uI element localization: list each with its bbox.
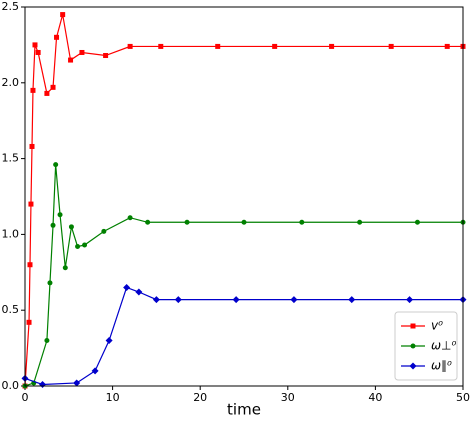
x-tick-label: 10	[106, 391, 120, 404]
marker	[127, 215, 133, 221]
legend-marker	[410, 323, 416, 329]
marker	[299, 219, 305, 225]
marker	[79, 49, 85, 55]
marker	[272, 43, 278, 49]
x-tick-label: 0	[22, 391, 29, 404]
marker	[348, 296, 356, 304]
marker	[73, 379, 81, 387]
x-tick-label: 50	[456, 391, 470, 404]
marker	[68, 57, 74, 63]
legend-label: v⁰	[431, 319, 443, 333]
marker	[241, 219, 247, 225]
y-tick-label: 2.0	[2, 76, 20, 89]
marker	[357, 219, 363, 225]
legend-box	[394, 311, 458, 381]
marker	[35, 49, 41, 55]
marker	[91, 367, 99, 375]
y-tick-label: 1.5	[2, 152, 20, 165]
marker	[184, 219, 190, 225]
marker	[444, 43, 450, 49]
legend-label: ω⊥⁰	[431, 339, 457, 353]
marker	[152, 296, 160, 304]
marker	[39, 380, 47, 388]
marker	[105, 337, 113, 345]
marker	[26, 319, 32, 325]
y-tick-label: 1.0	[2, 227, 20, 240]
marker	[32, 42, 38, 48]
marker	[50, 222, 56, 228]
marker	[75, 244, 81, 250]
legend-marker	[410, 343, 416, 349]
marker	[53, 162, 59, 168]
marker	[232, 296, 240, 304]
marker	[68, 224, 74, 230]
marker	[44, 90, 50, 96]
marker	[290, 296, 298, 304]
marker	[82, 242, 88, 248]
marker	[215, 43, 221, 49]
series-line	[24, 286, 463, 386]
y-tick-label: 2.5	[2, 0, 20, 13]
marker	[29, 143, 35, 149]
marker	[57, 212, 63, 218]
marker	[54, 34, 60, 40]
marker	[28, 201, 34, 207]
marker	[30, 87, 36, 93]
x-axis-label: time	[227, 401, 261, 419]
legend-marker	[409, 362, 417, 370]
marker	[60, 12, 66, 18]
marker	[123, 283, 131, 291]
marker	[414, 219, 420, 225]
y-tick-label: 0.5	[2, 303, 20, 316]
y-tick-label: 0.0	[2, 379, 20, 392]
marker	[101, 228, 107, 234]
marker	[27, 262, 33, 268]
marker	[388, 43, 394, 49]
marker	[329, 43, 335, 49]
marker	[50, 84, 56, 90]
marker	[103, 53, 109, 59]
series-line	[24, 164, 463, 387]
marker	[62, 265, 68, 271]
marker	[47, 280, 53, 286]
x-tick-label: 20	[193, 391, 207, 404]
marker	[135, 288, 143, 296]
marker	[127, 43, 133, 49]
x-tick-label: 30	[281, 391, 295, 404]
marker	[174, 296, 182, 304]
x-tick-label: 40	[368, 391, 382, 404]
marker	[145, 219, 151, 225]
legend-label: ω∥⁰	[431, 359, 452, 373]
marker	[158, 43, 164, 49]
marker	[406, 296, 414, 304]
plot-frame	[24, 6, 464, 387]
marker	[44, 338, 50, 344]
